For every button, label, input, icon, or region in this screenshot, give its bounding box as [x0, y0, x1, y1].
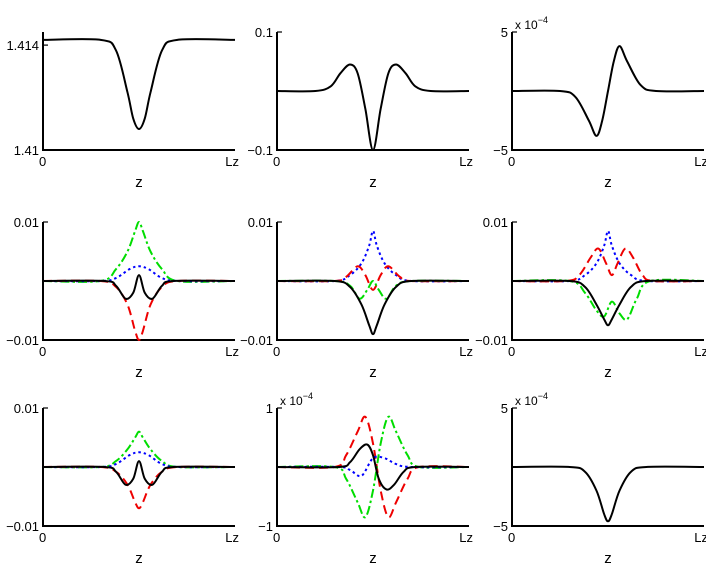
y-tick-label: −0.01 [6, 333, 39, 348]
y-tick-label: 0.01 [14, 215, 39, 230]
subplot-4: 0.01 −0.010 Lz z [6, 215, 239, 381]
y-tick-label: 1.41 [14, 143, 39, 158]
subplot-8: 1 −10 Lz z x 10−4 [258, 391, 473, 567]
y-tick-label: 0.01 [483, 215, 508, 230]
x-axis-label: z [369, 364, 377, 381]
y-tick-label: 5 [501, 401, 508, 416]
series-line [42, 274, 236, 300]
series-line [276, 265, 470, 291]
x-tick-label: 0 [273, 530, 280, 545]
multiplier-exponent: −4 [538, 15, 548, 25]
x-axis-label: z [604, 174, 612, 191]
multiplier-exponent: −4 [538, 391, 548, 401]
series-line [511, 465, 705, 523]
x-tick-label: 0 [39, 154, 46, 169]
series-line [42, 265, 236, 283]
x-tick-label: Lz [694, 154, 706, 169]
x-tick-label: Lz [459, 530, 473, 545]
x-tick-label: 0 [508, 344, 515, 359]
y-tick-label: −1 [258, 519, 273, 534]
series-line [276, 63, 470, 151]
series-line [42, 451, 236, 469]
y-tick-label: −5 [493, 519, 508, 534]
series-line [42, 430, 236, 469]
series-line [42, 279, 236, 341]
x-tick-label: Lz [459, 154, 473, 169]
series-line [276, 415, 470, 519]
series-line [42, 465, 236, 510]
series-line [42, 38, 236, 131]
x-axis-label: z [135, 550, 143, 567]
x-tick-label: Lz [225, 154, 239, 169]
y-tick-label: −0.1 [247, 143, 273, 158]
y-tick-label: 1 [266, 401, 273, 416]
exponent-multiplier: x 10−4 [515, 391, 548, 408]
multiplier-base: x 10 [515, 18, 538, 32]
series-line [276, 443, 470, 491]
subplot-1: 1.414 1.410 Lz z [6, 32, 239, 191]
x-tick-label: 0 [39, 530, 46, 545]
subplot-5: 0.01 −0.010 Lz z [240, 215, 473, 381]
subplot-9: 5 −50 Lz z x 10−4 [493, 391, 706, 567]
multiplier-base: x 10 [515, 394, 538, 408]
series-line [511, 247, 705, 283]
x-axis-label: z [135, 174, 143, 191]
x-axis-label: z [135, 364, 143, 381]
x-tick-label: Lz [225, 530, 239, 545]
subplot-3: 5 −50 Lz z x 10−4 [493, 15, 706, 191]
x-tick-label: Lz [694, 530, 706, 545]
series-line [276, 279, 470, 336]
y-tick-label: −0.01 [6, 519, 39, 534]
y-tick-label: 5 [501, 25, 508, 40]
exponent-multiplier: x 10−4 [515, 15, 548, 32]
y-tick-label: 0.1 [255, 25, 273, 40]
y-tick-label: 1.414 [6, 38, 39, 53]
y-tick-label: 0.01 [248, 215, 273, 230]
series-line [511, 279, 705, 327]
x-tick-label: 0 [508, 154, 515, 169]
series-line [511, 229, 705, 283]
series-line [511, 45, 705, 137]
exponent-multiplier: x 10−4 [280, 391, 313, 408]
subplot-2: 0.1 −0.10 Lz z [247, 25, 473, 191]
x-tick-label: 0 [273, 154, 280, 169]
multiplier-exponent: −4 [303, 391, 313, 401]
x-axis-label: z [604, 364, 612, 381]
x-tick-label: Lz [694, 344, 706, 359]
series-line [276, 229, 470, 283]
y-tick-label: 0.01 [14, 401, 39, 416]
y-tick-label: −0.01 [240, 333, 273, 348]
y-tick-label: −0.01 [475, 333, 508, 348]
x-tick-label: 0 [273, 344, 280, 359]
series-line [511, 278, 705, 321]
subplot-6: 0.01 −0.010 Lz z [475, 215, 706, 381]
axes-frame [42, 32, 235, 151]
subplot-7: 0.01 −0.010 Lz z [6, 401, 239, 567]
x-tick-label: 0 [39, 344, 46, 359]
y-tick-label: −5 [493, 143, 508, 158]
x-tick-label: 0 [508, 530, 515, 545]
x-axis-label: z [369, 174, 377, 191]
series-line [42, 221, 236, 283]
x-axis-label: z [604, 550, 612, 567]
multiplier-base: x 10 [280, 394, 303, 408]
x-tick-label: Lz [225, 344, 239, 359]
series-line [276, 455, 470, 478]
x-tick-label: Lz [459, 344, 473, 359]
series-line [42, 460, 236, 486]
x-axis-label: z [369, 550, 377, 567]
